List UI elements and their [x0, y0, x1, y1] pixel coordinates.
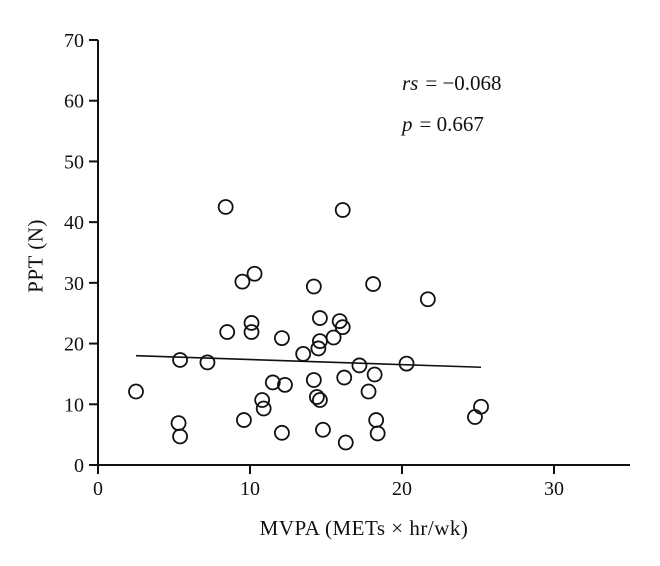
rs-value: = −0.068: [425, 71, 502, 95]
y-tick-label: 20: [64, 334, 84, 356]
data-point: [351, 357, 368, 374]
data-point: [219, 324, 236, 340]
data-point: [336, 369, 353, 386]
trend-line: [135, 354, 482, 369]
data-point: [315, 421, 331, 438]
data-point: [274, 330, 290, 347]
data-point: [310, 340, 327, 357]
rs-annotation: rs = −0.068: [402, 71, 502, 96]
data-point: [308, 389, 325, 405]
data-point: [170, 415, 187, 432]
data-point: [365, 276, 382, 292]
data-point: [337, 434, 354, 451]
data-point: [467, 409, 483, 425]
data-point: [199, 354, 216, 371]
data-point: [312, 392, 328, 408]
y-tick-label: 0: [74, 455, 84, 477]
data-point: [234, 273, 251, 290]
y-tick-label: 30: [64, 273, 84, 295]
data-point: [274, 424, 290, 441]
p-symbol: p: [402, 112, 413, 136]
data-point: [255, 400, 272, 417]
data-point: [172, 352, 188, 368]
data-point: [325, 329, 342, 346]
rs-symbol: rs: [402, 71, 419, 95]
data-point: [254, 392, 271, 408]
data-point: [217, 199, 234, 215]
data-point: [243, 324, 260, 340]
data-point: [334, 319, 351, 336]
data-point: [366, 366, 383, 383]
y-tick-label: 60: [64, 91, 84, 113]
data-point: [246, 265, 263, 282]
x-tick-label: 20: [392, 478, 412, 500]
x-axis-title: MVPA (METs × hr/wk): [259, 516, 469, 540]
data-point: [360, 383, 377, 400]
p-value: = 0.667: [419, 112, 484, 136]
data-point: [368, 412, 385, 428]
data-point: [312, 310, 328, 326]
data-point: [419, 291, 436, 308]
data-point: [277, 376, 293, 393]
data-point: [305, 372, 322, 388]
y-tick-label: 70: [64, 30, 84, 52]
x-tick-label: 0: [93, 478, 103, 500]
data-point: [236, 412, 252, 428]
y-tick-label: 50: [64, 151, 84, 173]
x-tick-label: 10: [240, 478, 260, 500]
data-point: [172, 428, 188, 445]
data-point: [128, 383, 144, 400]
y-axis-title: PPT (N): [23, 219, 48, 293]
data-point: [305, 278, 322, 295]
data-point: [398, 355, 415, 372]
data-point: [369, 425, 386, 442]
y-tick-label: 40: [64, 212, 84, 234]
p-annotation: p = 0.667: [402, 112, 502, 137]
data-point: [264, 374, 281, 391]
stats-annotation: rs = −0.068 p = 0.667: [402, 71, 502, 153]
data-point: [295, 345, 312, 362]
data-point: [334, 202, 351, 218]
data-point: [243, 315, 260, 331]
x-tick-label: 30: [544, 478, 564, 500]
data-point: [473, 398, 489, 415]
y-tick-label: 10: [64, 394, 84, 416]
